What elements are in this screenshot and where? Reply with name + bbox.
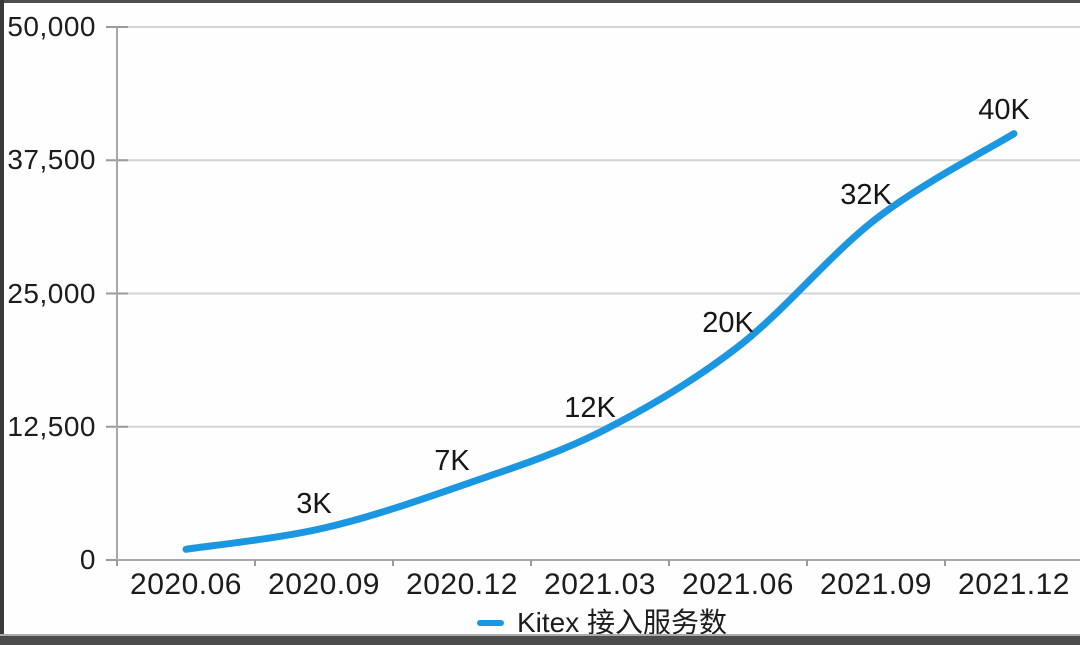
x-axis-category-label: 2021.09 (820, 568, 932, 601)
x-axis-category-label: 2021.03 (544, 568, 656, 601)
window-bottom-bar (0, 634, 1080, 645)
legend-line-swatch-icon (476, 620, 504, 626)
y-axis-tick-label: 12,500 (7, 410, 96, 442)
y-axis-tick-label: 50,000 (7, 11, 96, 42)
legend-series-label: Kitex 接入服务数 (516, 607, 728, 638)
data-point-label: 3K (296, 488, 332, 521)
window-top-edge (0, 0, 1080, 3)
x-axis-category-label: 2020.09 (268, 568, 380, 601)
window-left-edge (0, 0, 4, 645)
y-axis-tick-label: 37,500 (7, 144, 96, 176)
data-point-label: 7K (434, 445, 470, 478)
series-line (182, 130, 1018, 553)
data-point-label: 40K (978, 93, 1030, 126)
x-axis-category-label: 2021.12 (958, 568, 1070, 601)
x-axis-category-label: 2020.12 (406, 568, 518, 601)
y-axis-tick-label: 0 (79, 544, 96, 575)
data-point-label: 20K (702, 306, 754, 339)
x-axis-category-label: 2021.06 (682, 568, 794, 601)
data-point-label: 12K (564, 392, 616, 425)
chart-legend: Kitex 接入服务数 (476, 607, 728, 639)
data-point-label: 32K (840, 178, 892, 211)
y-axis-tick-label: 25,000 (7, 277, 96, 309)
x-axis-category-label: 2020.06 (130, 568, 242, 601)
